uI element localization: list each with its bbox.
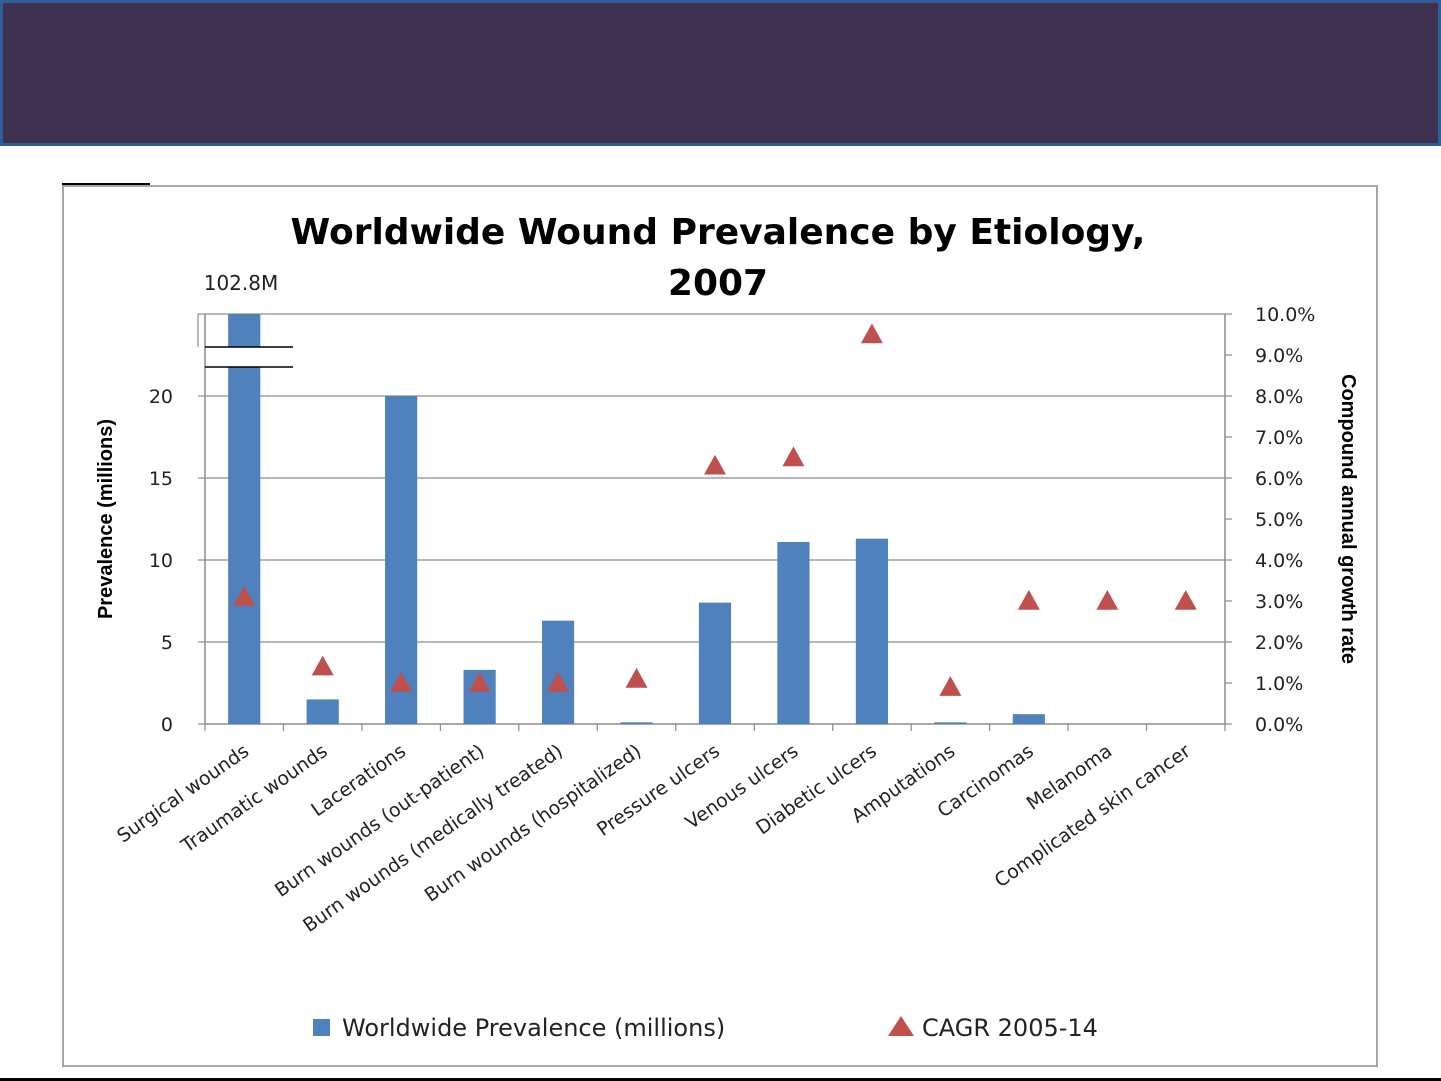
marker: [782, 446, 805, 467]
marker-series: [233, 323, 1197, 696]
marker: [625, 667, 648, 688]
bottom-rule: [0, 1078, 1441, 1081]
chart-title-line-1: Worldwide Wound Prevalence by Etiology,: [291, 212, 1146, 253]
y2-tick-label: 8.0%: [1255, 386, 1303, 408]
y2-tick-label: 0.0%: [1255, 714, 1303, 736]
bar: [620, 722, 653, 724]
chart-title-line-2: 2007: [668, 263, 768, 304]
bar-value-label: 102.8M: [204, 271, 279, 295]
y2-tick-label: 2.0%: [1255, 632, 1303, 654]
legend-label-bar: Worldwide Prevalence (millions): [342, 1014, 725, 1042]
marker: [704, 454, 726, 475]
marker: [390, 672, 413, 692]
bar-series: [228, 314, 1045, 724]
y2-tick-label: 6.0%: [1255, 468, 1303, 490]
title-banner: [0, 0, 1441, 146]
bar: [1012, 714, 1045, 724]
legend-swatch-marker: [888, 1016, 914, 1036]
legend: Worldwide Prevalence (millions) CAGR 2005…: [313, 1014, 1098, 1042]
marker: [233, 585, 256, 606]
y-tick-label: 20: [149, 386, 173, 408]
bar: [777, 541, 810, 724]
y-tick-label: 0: [161, 714, 173, 736]
y2-tick-label: 5.0%: [1255, 509, 1303, 531]
bar: [698, 602, 732, 724]
y2-tick-label: 9.0%: [1255, 345, 1303, 367]
gridlines: [205, 313, 1225, 643]
legend-swatch-bar: [313, 1019, 330, 1036]
marker: [547, 672, 570, 692]
x-tick-label: Surgical wounds: [113, 740, 253, 847]
marker: [1017, 590, 1040, 610]
x-tick-label: Traumatic wounds: [176, 740, 331, 858]
legend-label-marker: CAGR 2005-14: [922, 1014, 1098, 1042]
axis-break: [197, 314, 293, 368]
bar: [385, 396, 418, 724]
frame-corner-mark: [62, 183, 150, 186]
y-tick-label: 15: [149, 468, 173, 490]
y2-tick-label: 3.0%: [1255, 591, 1303, 613]
marker: [1096, 590, 1119, 610]
marker: [860, 323, 883, 344]
marker: [939, 676, 962, 696]
axis-break-gap: [226, 347, 263, 367]
y-tick-label: 5: [161, 632, 173, 654]
y2-tick-label: 1.0%: [1255, 673, 1303, 695]
marker: [468, 672, 491, 692]
bar: [934, 722, 967, 724]
y2-axis-title: Compound annual growth rate: [1337, 374, 1359, 664]
y-tick-label: 10: [149, 550, 173, 572]
y2-tick-label: 10.0%: [1255, 304, 1315, 326]
y2-tick-label: 4.0%: [1255, 550, 1303, 572]
marker: [311, 655, 334, 676]
y-axis-title: Prevalence (millions): [95, 419, 117, 619]
bar: [855, 538, 889, 724]
marker: [1174, 590, 1197, 610]
y2-tick-label: 7.0%: [1255, 427, 1303, 449]
bar: [228, 314, 261, 724]
bar: [306, 699, 339, 724]
